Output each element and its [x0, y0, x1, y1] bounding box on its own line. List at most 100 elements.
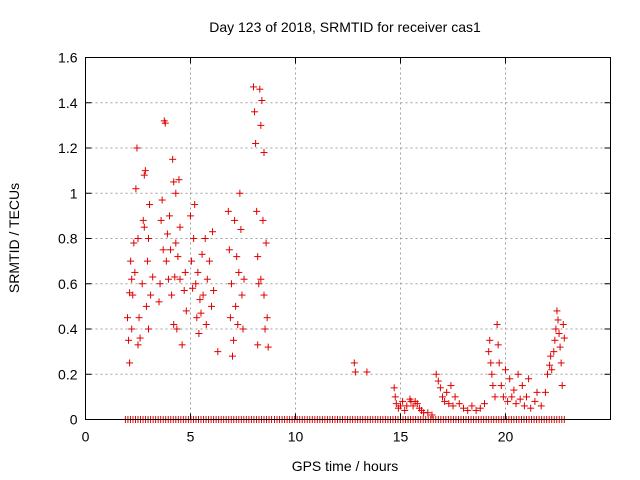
- data-point: [441, 397, 449, 405]
- data-point: [132, 185, 140, 193]
- data-point: [518, 382, 526, 390]
- data-point: [558, 382, 566, 390]
- data-point: [550, 348, 558, 356]
- data-point: [209, 228, 217, 236]
- data-point: [142, 302, 150, 310]
- data-point: [134, 341, 142, 349]
- data-point: [553, 307, 561, 315]
- data-point: [188, 257, 196, 265]
- data-point: [128, 275, 136, 283]
- data-point: [499, 393, 507, 401]
- data-point: [523, 393, 530, 401]
- data-point: [136, 334, 144, 342]
- y-tick-label: 1.6: [58, 50, 78, 66]
- data-point: [413, 400, 421, 408]
- data-point: [476, 404, 484, 412]
- data-point: [130, 239, 138, 247]
- data-point: [516, 395, 524, 403]
- data-point: [560, 334, 568, 342]
- data-point: [175, 176, 183, 184]
- data-point: [173, 325, 181, 333]
- data-point: [145, 235, 152, 242]
- y-tick-label: 0: [70, 412, 78, 428]
- data-points: [121, 83, 568, 423]
- data-point: [133, 144, 141, 152]
- data-point: [182, 307, 190, 315]
- data-point: [233, 253, 241, 261]
- data-point: [224, 207, 232, 215]
- data-point: [230, 336, 238, 344]
- data-point: [489, 382, 497, 390]
- data-point: [428, 411, 436, 419]
- data-point: [157, 216, 165, 224]
- y-tick-label: 0.4: [58, 321, 78, 337]
- data-point: [199, 291, 207, 299]
- data-point: [176, 223, 184, 231]
- data-point: [226, 314, 234, 322]
- data-point: [236, 189, 244, 197]
- data-point: [253, 207, 261, 215]
- data-point: [254, 341, 262, 349]
- data-point: [472, 406, 480, 414]
- grid: [85, 57, 611, 420]
- data-point: [229, 352, 236, 360]
- data-point: [506, 375, 514, 383]
- data-point: [161, 119, 169, 127]
- data-point: [167, 246, 175, 254]
- data-point: [139, 216, 147, 224]
- data-point: [262, 239, 270, 247]
- data-point: [156, 280, 164, 288]
- data-point: [187, 212, 194, 220]
- data-point: [493, 320, 501, 328]
- data-point: [554, 316, 562, 324]
- data-point: [551, 336, 559, 344]
- data-point: [445, 400, 453, 408]
- data-point: [250, 83, 257, 91]
- data-point: [263, 314, 271, 322]
- data-point: [225, 246, 233, 254]
- data-point: [512, 400, 520, 408]
- data-point: [170, 320, 178, 328]
- data-point: [525, 375, 533, 383]
- data-point: [508, 393, 516, 401]
- data-point: [128, 325, 136, 333]
- data-point: [510, 386, 518, 394]
- data-point: [260, 291, 268, 299]
- x-axis-label: GPS time / hours: [292, 458, 399, 474]
- data-point: [172, 189, 180, 197]
- data-point: [140, 171, 148, 179]
- data-point: [468, 402, 476, 410]
- data-point: [486, 336, 494, 344]
- data-point: [436, 384, 444, 392]
- data-point: [531, 397, 539, 405]
- data-point: [231, 216, 239, 224]
- data-point: [259, 216, 267, 224]
- data-point: [172, 239, 180, 247]
- data-point: [541, 388, 549, 396]
- data-point: [197, 309, 205, 317]
- data-point: [494, 341, 502, 349]
- data-point: [171, 273, 179, 281]
- data-point: [520, 402, 528, 410]
- data-point: [124, 314, 131, 322]
- data-point: [252, 139, 260, 147]
- data-point: [131, 268, 139, 276]
- data-point: [189, 284, 197, 292]
- data-point: [194, 268, 202, 276]
- data-point: [260, 149, 268, 157]
- y-axis-label: SRMTID / TECUs: [6, 183, 22, 293]
- data-point: [135, 314, 143, 322]
- data-point: [451, 393, 459, 401]
- y-tick-label: 0.8: [58, 231, 78, 247]
- data-point: [190, 235, 198, 242]
- data-point: [439, 393, 446, 401]
- data-point: [487, 359, 495, 367]
- data-point: [155, 298, 163, 306]
- data-point: [399, 397, 407, 405]
- data-point: [390, 384, 398, 392]
- data-point: [162, 257, 170, 265]
- data-point: [391, 393, 399, 401]
- data-point: [166, 212, 173, 220]
- data-point: [170, 178, 178, 186]
